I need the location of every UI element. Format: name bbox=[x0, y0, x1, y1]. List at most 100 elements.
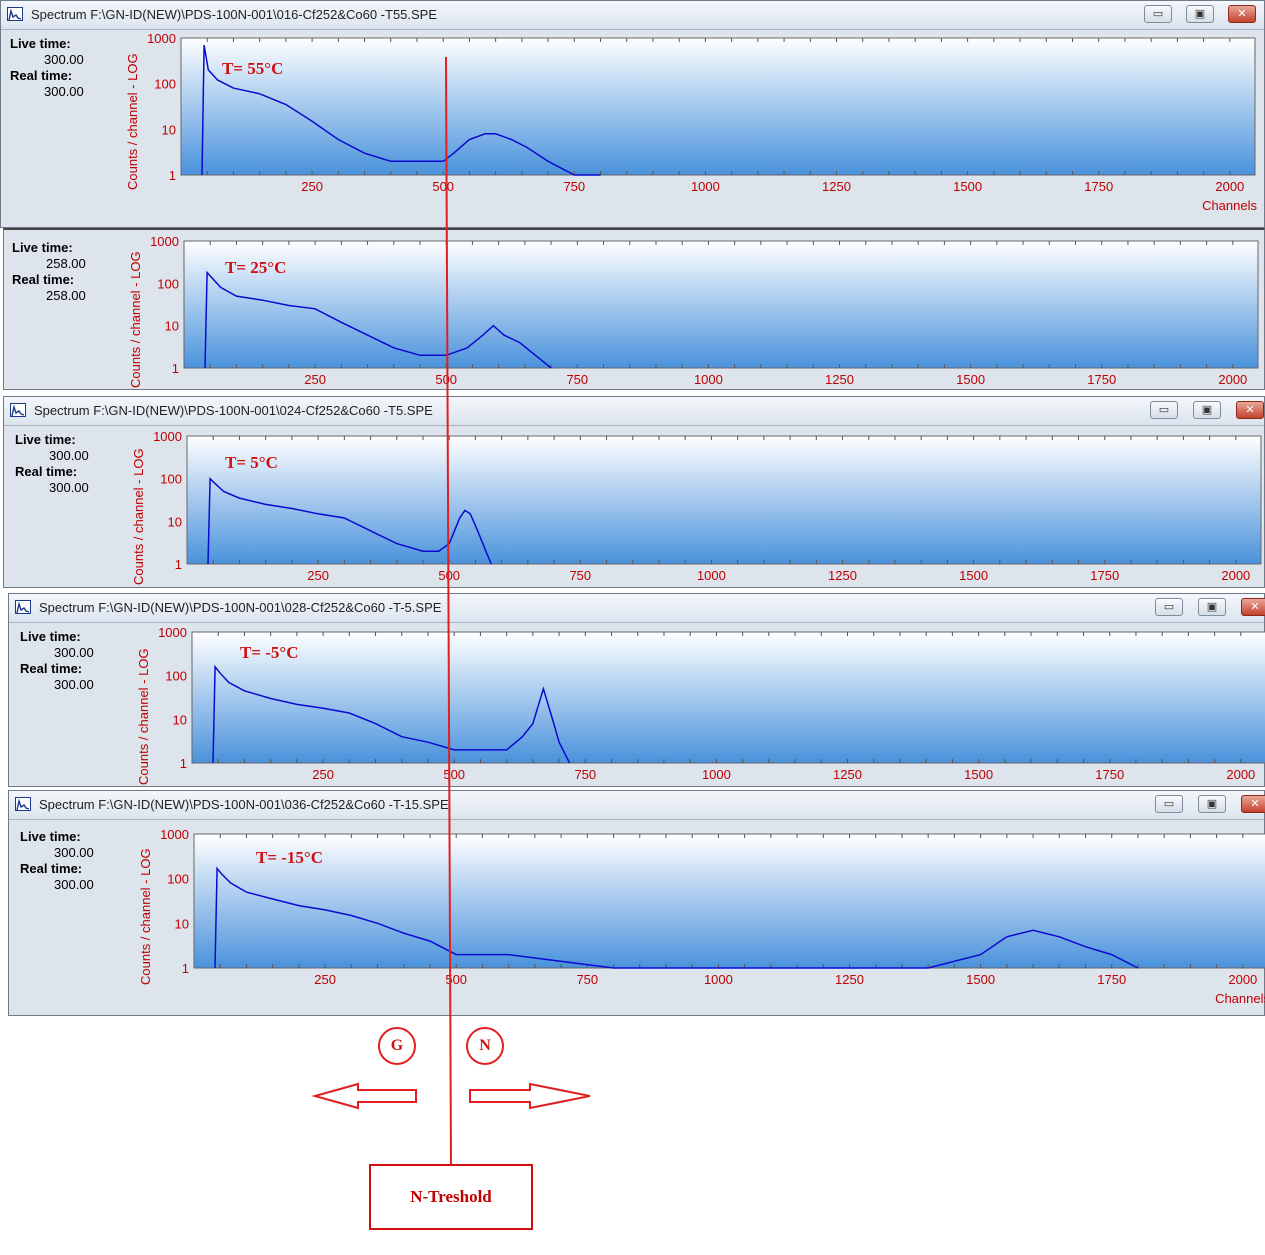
y-tick-label: 10 bbox=[165, 319, 179, 334]
x-tick-label: 1250 bbox=[833, 767, 862, 782]
live-time-label: Live time: bbox=[15, 432, 76, 447]
close-button[interactable]: ✕ bbox=[1236, 401, 1264, 419]
live-time-value: 300.00 bbox=[44, 52, 84, 67]
temperature-label: T= 5°C bbox=[225, 453, 278, 472]
minimize-button[interactable]: ▭ bbox=[1150, 401, 1178, 419]
x-tick-label: 1500 bbox=[959, 568, 988, 583]
x-tick-label: 1250 bbox=[828, 568, 857, 583]
x-tick-label: 1250 bbox=[822, 179, 851, 194]
window-titlebar[interactable]: Spectrum F:\GN-ID(NEW)\PDS-100N-001\024-… bbox=[4, 397, 1264, 426]
real-time-label: Real time: bbox=[20, 661, 83, 676]
neutron-arrow-right bbox=[469, 1082, 591, 1110]
window-title: Spectrum F:\GN-ID(NEW)\PDS-100N-001\028-… bbox=[39, 600, 442, 615]
y-tick-label: 10 bbox=[168, 514, 182, 529]
real-time-value: 300.00 bbox=[54, 877, 94, 892]
window-titlebar[interactable]: Spectrum F:\GN-ID(NEW)\PDS-100N-001\028-… bbox=[9, 594, 1265, 623]
live-time-label: Live time: bbox=[20, 629, 81, 644]
minimize-button[interactable]: ▭ bbox=[1155, 795, 1183, 813]
plot-area[interactable] bbox=[193, 833, 1265, 969]
real-time-label: Real time: bbox=[12, 272, 75, 287]
live-time-value: 300.00 bbox=[54, 845, 94, 860]
n-threshold-label: N-Treshold bbox=[369, 1164, 533, 1230]
time-info: Live time: 300.00 Real time: 300.00 bbox=[10, 36, 84, 100]
real-time-label: Real time: bbox=[15, 464, 78, 479]
close-button[interactable]: ✕ bbox=[1241, 795, 1265, 813]
restore-button[interactable]: ▣ bbox=[1198, 795, 1226, 813]
restore-button[interactable]: ▣ bbox=[1193, 401, 1221, 419]
x-tick-label: 500 bbox=[432, 179, 454, 194]
gamma-badge: G bbox=[378, 1027, 416, 1065]
y-tick-label: 10 bbox=[173, 712, 187, 727]
x-tick-label: 1750 bbox=[1084, 179, 1113, 194]
y-axis-label: Counts / channel - LOG bbox=[128, 251, 143, 388]
real-time-value: 300.00 bbox=[54, 677, 94, 692]
live-time-value: 258.00 bbox=[46, 256, 86, 271]
y-tick-label: 1 bbox=[175, 557, 182, 572]
real-time-label: Real time: bbox=[20, 861, 83, 876]
x-tick-label: 1250 bbox=[835, 972, 864, 987]
restore-button[interactable]: ▣ bbox=[1198, 598, 1226, 616]
y-tick-label: 10 bbox=[175, 916, 189, 931]
spectrum-app-icon bbox=[7, 7, 23, 21]
x-tick-label: 2000 bbox=[1228, 972, 1257, 987]
y-tick-label: 1 bbox=[182, 961, 189, 976]
window-title: Spectrum F:\GN-ID(NEW)\PDS-100N-001\024-… bbox=[34, 403, 433, 418]
plot-area[interactable] bbox=[180, 37, 1256, 176]
spectrum-app-icon bbox=[15, 600, 31, 614]
plot-area[interactable] bbox=[183, 240, 1259, 369]
x-tick-label: 250 bbox=[312, 767, 334, 782]
y-tick-label: 1000 bbox=[153, 429, 182, 444]
x-tick-label: 1750 bbox=[1095, 767, 1124, 782]
close-button[interactable]: ✕ bbox=[1228, 5, 1256, 23]
window-titlebar[interactable]: Spectrum F:\GN-ID(NEW)\PDS-100N-001\036-… bbox=[9, 791, 1265, 820]
minimize-button[interactable]: ▭ bbox=[1155, 598, 1183, 616]
temperature-label: T= 55°C bbox=[222, 59, 283, 78]
live-time-label: Live time: bbox=[10, 36, 71, 51]
y-tick-label: 100 bbox=[157, 276, 179, 291]
x-tick-label: 750 bbox=[569, 568, 591, 583]
x-tick-label: 250 bbox=[314, 972, 336, 987]
y-tick-label: 1 bbox=[180, 756, 187, 771]
real-time-value: 258.00 bbox=[46, 288, 86, 303]
x-tick-label: 1500 bbox=[964, 767, 993, 782]
n-threshold-line bbox=[445, 56, 452, 1166]
y-axis-label: Counts / channel - LOG bbox=[125, 53, 140, 190]
spectrum-series-line bbox=[201, 44, 601, 176]
live-time-label: Live time: bbox=[12, 240, 73, 255]
x-tick-label: 250 bbox=[304, 372, 326, 387]
real-time-value: 300.00 bbox=[49, 480, 89, 495]
x-tick-label: 250 bbox=[307, 568, 329, 583]
live-time-value: 300.00 bbox=[49, 448, 89, 463]
x-tick-label: 1000 bbox=[697, 568, 726, 583]
x-tick-label: 1000 bbox=[704, 972, 733, 987]
plot-area[interactable] bbox=[191, 631, 1265, 764]
x-tick-label: 250 bbox=[301, 179, 323, 194]
x-tick-label: 1000 bbox=[702, 767, 731, 782]
minimize-button[interactable]: ▭ bbox=[1144, 5, 1172, 23]
y-axis-label: Counts / channel - LOG bbox=[131, 448, 146, 585]
x-tick-label: 1500 bbox=[953, 179, 982, 194]
y-tick-label: 1 bbox=[172, 361, 179, 376]
x-tick-label: 2000 bbox=[1218, 372, 1247, 387]
x-tick-label: 2000 bbox=[1226, 767, 1255, 782]
close-button[interactable]: ✕ bbox=[1241, 598, 1265, 616]
y-axis-label: Counts / channel - LOG bbox=[136, 648, 151, 785]
plot-area[interactable] bbox=[186, 435, 1262, 565]
window-titlebar[interactable]: Spectrum F:\GN-ID(NEW)\PDS-100N-001\016-… bbox=[1, 1, 1264, 30]
x-tick-label: 1500 bbox=[956, 372, 985, 387]
x-axis-label: Channels bbox=[1215, 991, 1265, 1006]
y-tick-label: 1 bbox=[169, 168, 176, 183]
y-tick-label: 1000 bbox=[158, 625, 187, 640]
time-info: Live time: 258.00 Real time: 258.00 bbox=[12, 240, 86, 304]
x-tick-label: 500 bbox=[435, 372, 457, 387]
y-tick-label: 100 bbox=[160, 472, 182, 487]
x-tick-label: 750 bbox=[576, 972, 598, 987]
restore-button[interactable]: ▣ bbox=[1186, 5, 1214, 23]
x-tick-label: 1250 bbox=[825, 372, 854, 387]
spectrum-series-line bbox=[207, 476, 492, 565]
y-tick-label: 100 bbox=[167, 872, 189, 887]
